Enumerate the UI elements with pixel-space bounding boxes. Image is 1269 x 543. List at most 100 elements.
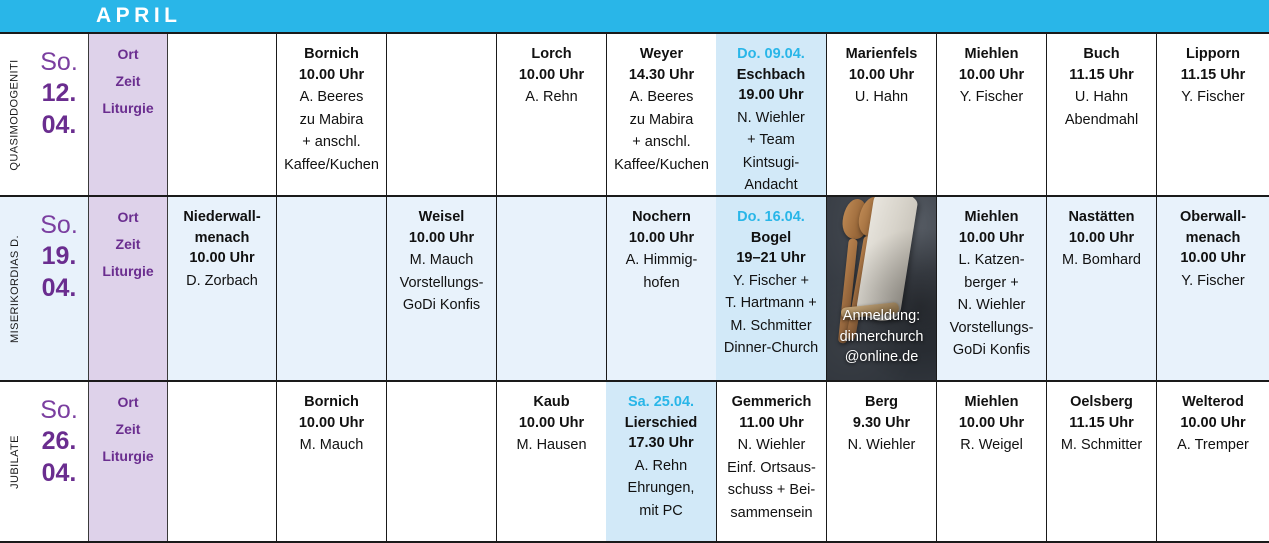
date-dayofweek: So. (40, 211, 78, 239)
service-cell: Weisel 10.00 Uhr M. Mauch Vorstellungs- GoDi… (386, 197, 496, 380)
event-person: hofen (643, 274, 680, 291)
event-note: schuss + Bei- (727, 482, 816, 499)
event-place: Miehlen (964, 46, 1019, 62)
legend-liturgie: Liturgie (102, 263, 154, 279)
event-date: Do. 09.04. (737, 46, 805, 62)
service-cell: Kaub 10.00 Uhr M. Hausen (496, 382, 606, 541)
date-month: 04. (41, 274, 77, 303)
event-time: 19–21 Uhr (736, 250, 806, 267)
photo-caption-line: dinnerchurch (839, 328, 924, 345)
event-place: Oberwall- (1179, 209, 1247, 225)
month-header-bar: APRIL (0, 0, 1269, 32)
event-person: M. Mauch (299, 437, 364, 454)
event-person: A. Tremper (1177, 437, 1249, 454)
date-dayofweek: So. (40, 396, 78, 424)
service-cell: Miehlen 10.00 Uhr Y. Fischer (936, 34, 1046, 195)
event-place: menach (1185, 229, 1241, 246)
empty-cell (168, 34, 276, 195)
legend-ort: Ort (117, 46, 139, 62)
empty-cell (386, 34, 496, 195)
event-note: + anschl. (302, 134, 361, 151)
event-person: A. Rehn (525, 89, 578, 106)
event-person: M. Mauch (409, 252, 474, 269)
event-place: Oelsberg (1070, 394, 1133, 410)
photo-caption: Anmeldung: dinnerchurch @online.de (827, 306, 936, 368)
legend-cell: Ort Zeit Liturgie (88, 382, 168, 541)
special-event-cell: Sa. 25.04. Lierschied 17.30 Uhr A. Rehn Ehru… (606, 382, 716, 541)
event-date: Do. 16.04. (737, 209, 805, 225)
event-person: A. Beeres (629, 89, 694, 106)
season-label-cell: JUBILATE (0, 382, 30, 541)
event-person: N. Wiehler (737, 109, 805, 126)
event-place: Gemmerich (731, 394, 812, 410)
event-time: 10.00 Uhr (958, 66, 1025, 83)
event-note: Abendmahl (1064, 111, 1139, 128)
event-time: 10.00 Uhr (1180, 414, 1246, 431)
event-time: 10.00 Uhr (298, 66, 365, 83)
legend-zeit: Zeit (115, 236, 141, 252)
season-label: QUASIMODOGENITI (9, 58, 21, 171)
event-place: Lorch (531, 46, 572, 62)
event-time: 14.30 Uhr (628, 66, 695, 83)
empty-cell (168, 382, 276, 541)
service-cell: Miehlen 10.00 Uhr L. Katzen-berger + N. Wie… (936, 197, 1046, 380)
event-note: + anschl. (632, 134, 691, 151)
event-note: Andacht (744, 177, 798, 194)
event-person: + Team (747, 132, 795, 149)
event-person: A. Rehn (634, 457, 688, 474)
schedule-row: MISERIKORDIAS D. So. 19. 04. Ort Zeit Liturgie… (0, 197, 1269, 382)
service-cell: Bornich 10.00 Uhr M. Mauch (276, 382, 386, 541)
event-time: 11.15 Uhr (1069, 66, 1134, 83)
event-person: T. Hartmann + (725, 295, 817, 312)
legend-ort: Ort (117, 209, 139, 225)
date-cell: So. 26. 04. (30, 382, 88, 541)
event-time: 10.00 Uhr (958, 414, 1025, 431)
event-person: M. Bomhard (1062, 252, 1141, 269)
event-place: Nochern (632, 209, 691, 225)
event-place: Buch (1083, 46, 1120, 62)
event-person: R. Weigel (960, 437, 1023, 454)
event-place: Miehlen (964, 394, 1019, 410)
legend-liturgie: Liturgie (102, 448, 154, 464)
schedule-grid: QUASIMODOGENITI So. 12. 04. Ort Zeit Liturgie B… (0, 32, 1269, 543)
event-person: U. Hahn (854, 89, 909, 106)
event-note: Ehrungen, (627, 480, 695, 497)
event-note: Vorstellungs- (399, 274, 484, 291)
event-person: A. Beeres (299, 89, 364, 106)
event-time: 10.00 Uhr (408, 229, 475, 246)
legend-liturgie: Liturgie (102, 100, 154, 116)
event-place: Marienfels (845, 46, 918, 62)
date-dayofweek: So. (40, 48, 78, 76)
event-note: zu Mabira (299, 111, 364, 128)
photo-caption-line: Anmeldung: (842, 308, 921, 325)
empty-cell (276, 197, 386, 380)
service-cell: Weyer 14.30 Uhr A. Beeres zu Mabira + anschl… (606, 34, 716, 195)
date-cell: So. 12. 04. (30, 34, 88, 195)
legend-zeit: Zeit (115, 73, 141, 89)
season-label-cell: QUASIMODOGENITI (0, 34, 30, 195)
spoon-bowl (840, 197, 871, 241)
event-person: M. Schmitter (1060, 437, 1143, 454)
event-place: menach (194, 229, 250, 246)
service-cell: Lipporn 11.15 Uhr Y. Fischer (1156, 34, 1269, 195)
empty-cell (496, 197, 606, 380)
event-time: 10.00 Uhr (298, 414, 365, 431)
season-label: MISERIKORDIAS D. (9, 234, 21, 343)
event-place: Weyer (639, 46, 684, 62)
event-person: Y. Fischer (1181, 89, 1245, 106)
event-time: 10.00 Uhr (518, 414, 585, 431)
event-note: Kintsugi- (742, 154, 800, 171)
event-note: Dinner-Church (723, 340, 819, 357)
event-note: Einf. Ortsaus- (727, 459, 816, 476)
legend-ort: Ort (117, 394, 139, 410)
service-cell: Marienfels 10.00 Uhr U. Hahn (826, 34, 936, 195)
photo-background (827, 197, 936, 380)
service-cell: Niederwall-menach 10.00 Uhr D. Zorbach (168, 197, 276, 380)
service-cell: Gemmerich 11.00 Uhr N. Wiehler Einf. Ortsau… (716, 382, 826, 541)
event-place: Bornich (304, 394, 359, 410)
event-person: D. Zorbach (186, 272, 258, 289)
date-day: 12. (41, 78, 77, 107)
month-title: APRIL (96, 4, 182, 27)
event-person: N. Wiehler (957, 297, 1026, 314)
